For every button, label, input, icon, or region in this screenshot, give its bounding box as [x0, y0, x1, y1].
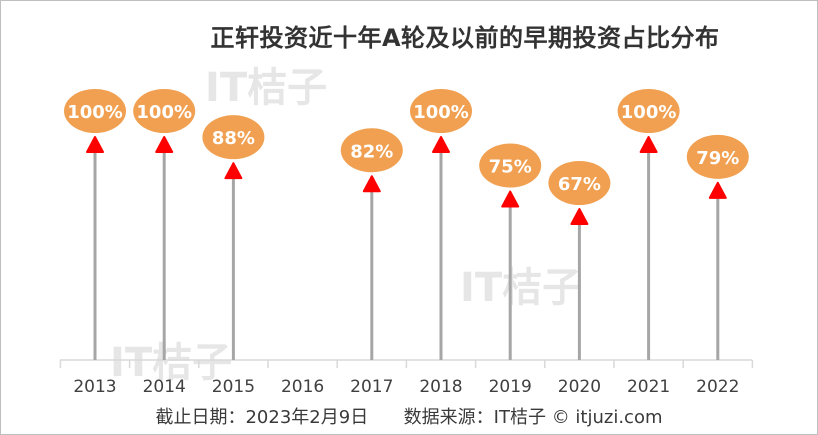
- x-tick-label: 2013: [73, 377, 116, 397]
- data-label-bubble: [64, 89, 126, 133]
- data-label-bubble: [202, 115, 265, 160]
- data-source: 数据来源：IT桔子 © itjuzi.com: [403, 407, 663, 428]
- data-point-marker: [432, 136, 450, 153]
- data-label-bubble: [686, 134, 749, 179]
- x-tick-label: 2022: [696, 377, 739, 397]
- data-label-bubble: [410, 89, 472, 133]
- data-label-bubble: [479, 143, 542, 188]
- data-label: 82%: [350, 141, 393, 162]
- data-point-marker: [155, 136, 174, 153]
- data-label-bubble: [133, 89, 196, 133]
- x-tick-label: 2015: [212, 377, 255, 397]
- x-tick-label: 2018: [419, 377, 462, 397]
- x-tick-label: 2017: [350, 377, 393, 397]
- data-point-marker: [86, 136, 104, 153]
- data-point-marker: [708, 181, 727, 199]
- data-point-marker: [224, 162, 243, 180]
- data-label: 75%: [489, 157, 532, 178]
- x-tick-label: 2016: [281, 377, 324, 397]
- data-label: 67%: [558, 174, 601, 195]
- data-label: 79%: [696, 148, 739, 169]
- x-tick-label: 2019: [489, 377, 532, 397]
- data-point-marker: [501, 190, 520, 208]
- data-point-marker: [639, 136, 658, 153]
- data-label: 88%: [212, 128, 255, 149]
- data-label: 100%: [621, 102, 677, 123]
- chart-title: 正轩投资近十年A轮及以前的早期投资占比分布: [210, 24, 720, 52]
- data-label: 100%: [136, 102, 192, 123]
- footer: 截止日期：2023年2月9日 数据来源：IT桔子 © itjuzi.com: [0, 403, 818, 429]
- x-tick-label: 2014: [143, 377, 186, 397]
- x-tick-label: 2020: [558, 377, 601, 397]
- data-label: 100%: [67, 102, 123, 123]
- data-label-bubble: [340, 128, 403, 173]
- cutoff-date: 截止日期：2023年2月9日: [155, 407, 369, 428]
- data-label-bubble: [617, 89, 680, 133]
- data-point-marker: [362, 175, 381, 193]
- x-tick-label: 2021: [627, 377, 670, 397]
- data-point-marker: [570, 208, 589, 225]
- data-label: 100%: [413, 102, 469, 123]
- data-label-bubble: [548, 161, 611, 205]
